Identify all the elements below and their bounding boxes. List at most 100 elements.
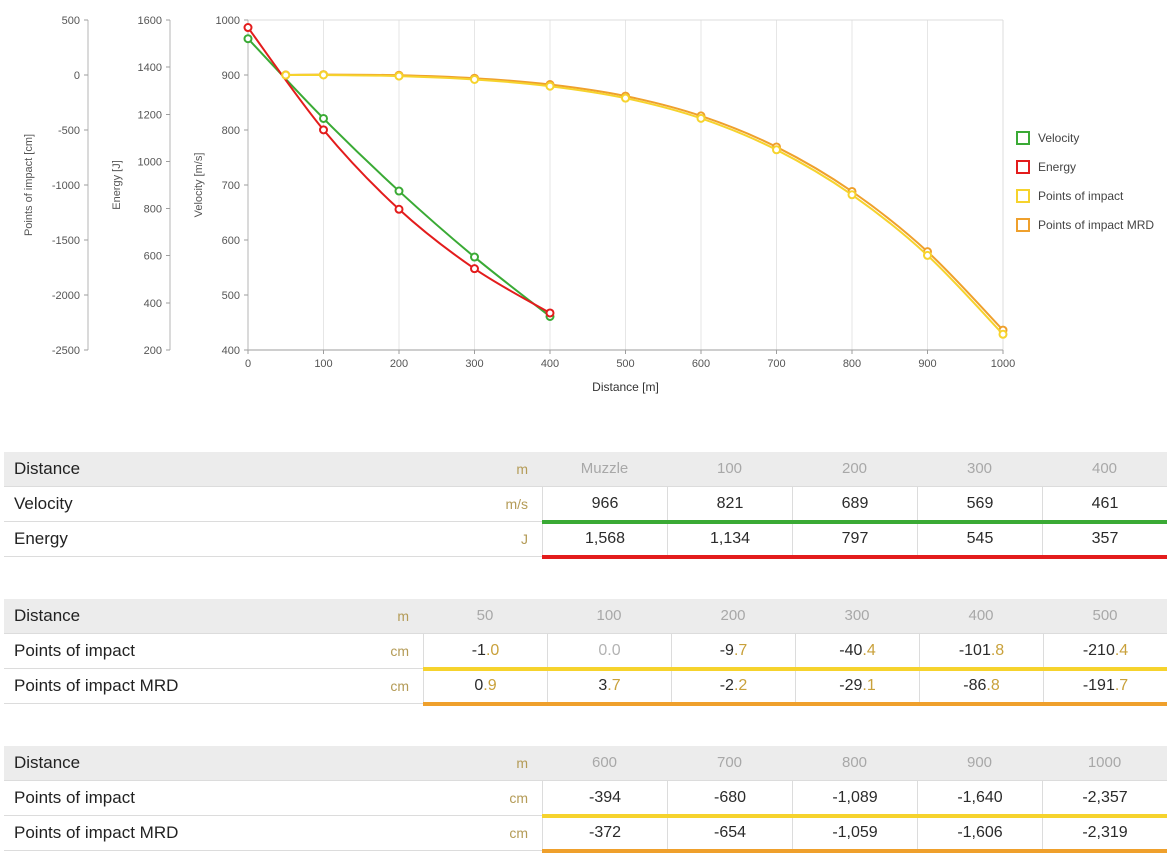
series-points-of-impact-point: [470, 74, 479, 84]
axis-tick-label: 800: [144, 204, 162, 216]
axis-tick-label: 500: [62, 15, 80, 27]
axis-tick-label: 800: [222, 125, 240, 137]
axis-tick-label: 1000: [991, 358, 1015, 370]
row-unit: m: [397, 608, 409, 624]
series-velocity-point: [243, 34, 253, 44]
row-underline: [542, 849, 1167, 853]
row-label: Points of impact: [14, 788, 135, 807]
value-cell: 569: [917, 487, 1042, 521]
axis-tick-label: 0: [245, 358, 251, 370]
series-energy-point: [545, 308, 555, 318]
series-points-of-impact-point: [319, 70, 328, 80]
value-cell: -1,089: [792, 781, 917, 815]
table-points-of-impact-far: Distance m 600 700 800 900 1000 Points of impac…: [4, 746, 1167, 853]
series-points-of-impact-point: [281, 70, 291, 80]
velocity-axis-title: Velocity [m/s]: [193, 153, 205, 218]
series-points-of-impact-line: [285, 73, 1004, 335]
value-cell: -9.7: [671, 634, 795, 668]
x-axis-title: Distance [m]: [592, 380, 659, 394]
value-cell: 0.0: [547, 634, 671, 668]
value-cell: -1,640: [917, 781, 1042, 815]
chart-legend: Velocity Energy Points of impact Points of …: [1016, 131, 1154, 232]
value-cell: 200: [841, 460, 868, 477]
row-underline: [423, 702, 1167, 706]
legend-label: Points of impact: [1038, 189, 1124, 203]
axis-tick-label: -2500: [52, 345, 80, 357]
data-row-points-of-impact: Points of impact cm -1.0 0.0 -9.7 -40.4 -101.8…: [4, 634, 1167, 671]
data-row-points-of-impact-mrd: Points of impact MRD cm -372 -654 -1,059 -1,6…: [4, 816, 1167, 853]
data-row-points-of-impact: Points of impact cm -394 -680 -1,089 -1,640 -2…: [4, 781, 1167, 818]
legend-item-points-of-impact-mrd[interactable]: Points of impact MRD: [1016, 218, 1154, 232]
value-cell: 357: [1042, 522, 1167, 556]
row-unit: cm: [509, 790, 528, 806]
series-energy-point: [319, 125, 328, 135]
value-cell: -101.8: [919, 634, 1043, 668]
series-energy-point: [394, 204, 404, 214]
legend-swatch-icon: [1016, 160, 1030, 174]
axis-tick-label: 600: [144, 251, 162, 263]
legend-label: Velocity: [1038, 131, 1080, 145]
axis-tick-label: 500: [222, 290, 240, 302]
series-points-of-impact-point: [998, 329, 1008, 339]
value-cell: -372: [542, 816, 667, 850]
value-cell: 900: [966, 754, 993, 771]
table-velocity-energy: Distance m Muzzle 100 200 300 400 Velocity m/s 96…: [4, 452, 1167, 559]
value-cell: -680: [667, 781, 792, 815]
series-points-of-impact-point: [772, 145, 781, 155]
series-energy-point: [243, 23, 253, 33]
axis-tick-label: 700: [222, 180, 240, 192]
axis-tick-label: 400: [222, 345, 240, 357]
axis-tick-label: 100: [314, 358, 332, 370]
axis-tick-label: 1200: [138, 109, 162, 121]
value-cell: 689: [792, 487, 917, 521]
value-cell: 545: [917, 522, 1042, 556]
legend-item-velocity[interactable]: Velocity: [1016, 131, 1154, 145]
row-underline: [423, 667, 1167, 671]
legend-swatch-icon: [1016, 131, 1030, 145]
legend-item-points-of-impact[interactable]: Points of impact: [1016, 189, 1154, 203]
axis-tick-label: -1500: [52, 235, 80, 247]
value-cell: 200: [720, 607, 746, 624]
series-points-of-impact-point: [923, 250, 932, 260]
row-label: Distance: [14, 753, 81, 772]
series-energy-line: [247, 26, 551, 314]
data-row-points-of-impact-mrd: Points of impact MRD cm 0.9 3.7 -2.2 -29.1 -86…: [4, 669, 1167, 706]
value-cell: 797: [792, 522, 917, 556]
row-unit: J: [521, 531, 528, 547]
legend-swatch-icon: [1016, 189, 1030, 203]
series-points-of-impact-mrd-line: [285, 73, 1004, 331]
data-row-energy: Energy J 1,568 1,134 797 545 357: [4, 522, 1167, 559]
axis-tick-label: 600: [692, 358, 710, 370]
series-velocity-point: [470, 252, 479, 262]
value-cell: 300: [966, 460, 993, 477]
series-velocity-point: [319, 113, 328, 123]
series-energy-point: [470, 264, 479, 274]
value-cell: -2.2: [671, 669, 795, 703]
value-cell: -1,059: [792, 816, 917, 850]
value-cell: 0.9: [423, 669, 547, 703]
value-cell: -1,606: [917, 816, 1042, 850]
value-cell: 500: [1092, 607, 1118, 624]
row-underline: [542, 555, 1167, 559]
legend-label: Points of impact MRD: [1038, 218, 1155, 232]
row-unit: cm: [390, 643, 409, 659]
axis-tick-label: 1000: [216, 15, 240, 27]
value-cell: 600: [591, 754, 618, 771]
value-cell: -2,319: [1042, 816, 1167, 850]
axis-tick-label: -1000: [52, 180, 80, 192]
legend-item-energy[interactable]: Energy: [1016, 160, 1154, 174]
value-cell: 400: [968, 607, 994, 624]
value-cell: 100: [596, 607, 622, 624]
axis-tick-label: 200: [144, 345, 162, 357]
axis-tick-label: 600: [222, 235, 240, 247]
row-underline: [542, 520, 1167, 524]
value-cell: -40.4: [795, 634, 919, 668]
value-cell: -394: [542, 781, 667, 815]
value-cell: 100: [716, 460, 743, 477]
value-cell: -29.1: [795, 669, 919, 703]
row-unit: cm: [390, 678, 409, 694]
value-cell: 1000: [1087, 754, 1122, 771]
series-points-of-impact-point: [696, 113, 706, 123]
legend-label: Energy: [1038, 160, 1077, 174]
axis-tick-label: 1600: [138, 15, 162, 27]
